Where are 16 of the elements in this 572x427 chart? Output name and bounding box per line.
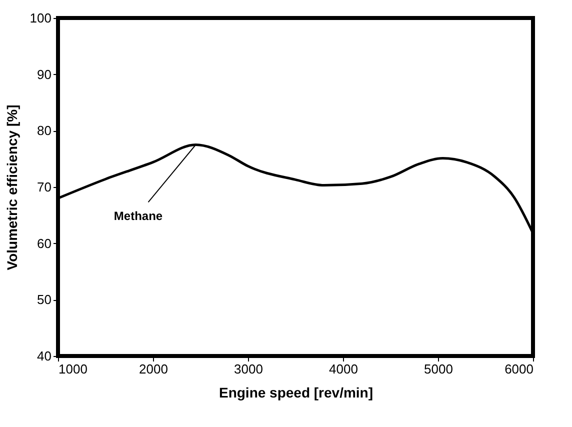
- y-axis-title: Volumetric efficiency [%]: [4, 104, 20, 270]
- x-axis-title: Engine speed [rev/min]: [218, 384, 374, 400]
- y-tick-label: 90: [37, 66, 52, 82]
- x-tick-label: 4000: [329, 362, 358, 376]
- x-tick-label: 2000: [139, 362, 168, 376]
- x-tick-label: 1000: [58, 362, 88, 376]
- y-tick-label: 50: [37, 292, 52, 308]
- x-tick-label: 6000: [504, 362, 534, 376]
- x-tick-label: 5000: [424, 362, 453, 376]
- x-tick-label: 3000: [234, 362, 263, 376]
- annotation: Methane: [114, 209, 163, 224]
- y-tick-label: 60: [37, 236, 52, 251]
- y-tick-label: 40: [37, 348, 52, 364]
- y-tick-label: 70: [37, 180, 52, 194]
- y-tick-label: 80: [37, 123, 52, 138]
- y-tick-label: 100: [30, 10, 52, 26]
